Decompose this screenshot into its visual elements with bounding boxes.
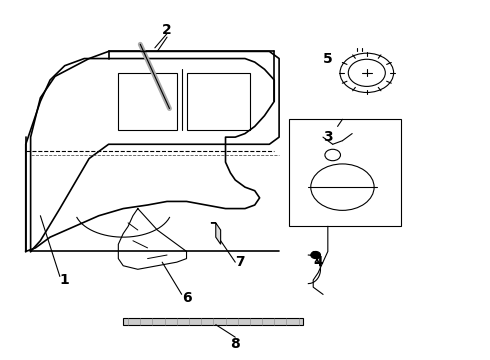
Text: 1: 1 — [60, 273, 70, 287]
Polygon shape — [211, 223, 220, 244]
Text: 5: 5 — [323, 51, 333, 66]
Text: 2: 2 — [162, 23, 172, 37]
Polygon shape — [123, 318, 303, 325]
Text: 4: 4 — [313, 255, 323, 269]
Text: 6: 6 — [182, 291, 192, 305]
Text: 8: 8 — [230, 337, 240, 351]
Circle shape — [311, 251, 320, 258]
Text: 7: 7 — [235, 255, 245, 269]
Text: 3: 3 — [323, 130, 333, 144]
